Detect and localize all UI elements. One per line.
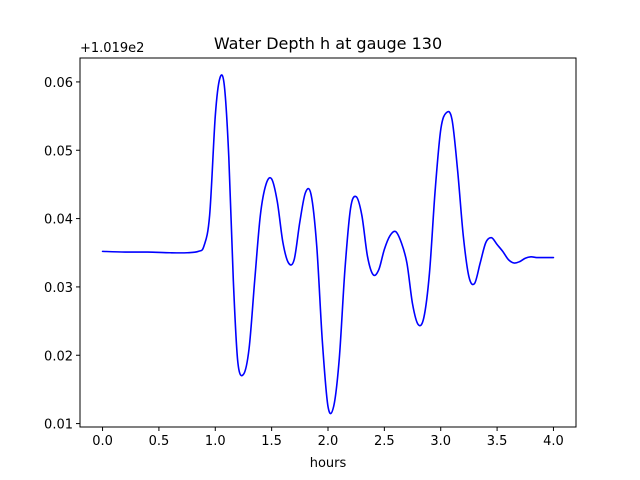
y-tick-label: 0.06: [44, 76, 73, 91]
x-tick-label: 2.5: [374, 434, 395, 449]
x-tick-label: 3.0: [430, 434, 451, 449]
x-tick-label: 0.0: [92, 434, 113, 449]
chart-title: Water Depth h at gauge 130: [214, 34, 442, 53]
x-tick-label: 0.5: [149, 434, 170, 449]
x-tick-label: 2.0: [318, 434, 339, 449]
y-axis-offset-label: +1.019e2: [80, 41, 144, 56]
series-line-0: [101, 74, 555, 415]
plot-area: 0.0 0.5 1.0 1.5 2.0 2.5 3.0 3.5 4.0 0.01 0.02 0.03 0…: [44, 57, 577, 449]
x-tick-label: 1.5: [261, 434, 282, 449]
y-tick-label: 0.01: [44, 418, 73, 433]
y-tick-label: 0.04: [44, 213, 73, 228]
y-tick-label: 0.03: [44, 281, 73, 296]
x-tick-label: 3.5: [487, 434, 508, 449]
y-tick-label: 0.02: [44, 349, 73, 364]
x-tick-label: 4.0: [543, 434, 564, 449]
y-tick-label: 0.05: [44, 144, 73, 159]
x-tick-label: 1.0: [205, 434, 226, 449]
x-axis-label: hours: [310, 456, 347, 471]
